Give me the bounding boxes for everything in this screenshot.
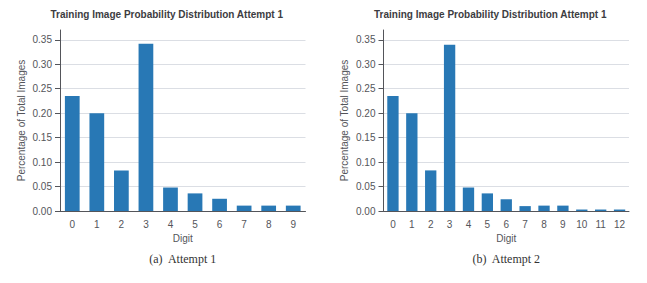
- svg-text:1: 1: [94, 219, 100, 230]
- svg-text:0.15: 0.15: [33, 132, 53, 143]
- svg-text:0.35: 0.35: [33, 34, 53, 45]
- svg-text:Training Image Probability Dis: Training Image Probability Distribution …: [51, 9, 284, 20]
- svg-text:0.20: 0.20: [33, 108, 53, 119]
- svg-text:0.25: 0.25: [356, 83, 376, 94]
- svg-text:9: 9: [560, 219, 566, 230]
- svg-text:8: 8: [266, 219, 272, 230]
- svg-text:3: 3: [143, 219, 149, 230]
- svg-text:10: 10: [576, 219, 588, 230]
- svg-text:1: 1: [409, 219, 415, 230]
- svg-text:2: 2: [428, 219, 434, 230]
- svg-text:0.15: 0.15: [356, 132, 376, 143]
- svg-text:3: 3: [447, 219, 453, 230]
- svg-text:0.00: 0.00: [356, 206, 376, 217]
- svg-text:Training Image Probability Dis: Training Image Probability Distribution …: [374, 9, 607, 20]
- svg-text:(b) Attempt 2: (b) Attempt 2: [472, 252, 540, 266]
- svg-text:0: 0: [69, 219, 75, 230]
- svg-text:(a) Attempt 1: (a) Attempt 1: [149, 252, 216, 266]
- svg-text:0.00: 0.00: [33, 206, 53, 217]
- svg-text:9: 9: [290, 219, 296, 230]
- svg-text:Percentage of Total Images: Percentage of Total Images: [16, 60, 27, 182]
- svg-text:0.05: 0.05: [33, 181, 53, 192]
- svg-text:0.35: 0.35: [356, 34, 376, 45]
- svg-text:5: 5: [192, 219, 198, 230]
- svg-text:6: 6: [503, 219, 509, 230]
- svg-text:4: 4: [466, 219, 472, 230]
- svg-text:0.30: 0.30: [33, 59, 53, 70]
- svg-text:2: 2: [119, 219, 125, 230]
- svg-text:0.20: 0.20: [356, 108, 376, 119]
- svg-text:8: 8: [541, 219, 547, 230]
- svg-text:Percentage of Total Images: Percentage of Total Images: [339, 60, 350, 182]
- svg-text:0.30: 0.30: [356, 59, 376, 70]
- svg-text:11: 11: [595, 219, 606, 230]
- svg-text:0.25: 0.25: [33, 83, 53, 94]
- svg-text:0.05: 0.05: [356, 181, 376, 192]
- svg-text:0.10: 0.10: [356, 157, 376, 168]
- svg-text:0: 0: [390, 219, 396, 230]
- svg-text:12: 12: [614, 219, 626, 230]
- svg-text:Digit: Digit: [496, 233, 516, 244]
- svg-text:7: 7: [522, 219, 528, 230]
- svg-text:0.10: 0.10: [33, 157, 53, 168]
- svg-text:5: 5: [485, 219, 491, 230]
- svg-text:7: 7: [241, 219, 247, 230]
- svg-text:6: 6: [217, 219, 223, 230]
- svg-text:Digit: Digit: [173, 233, 193, 244]
- svg-text:4: 4: [168, 219, 174, 230]
